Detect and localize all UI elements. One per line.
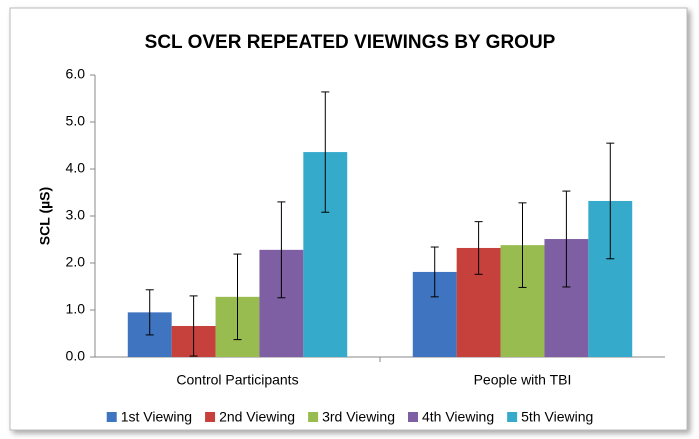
y-tick-label: 0.0 [66, 348, 86, 364]
legend-label: 1st Viewing [121, 409, 192, 425]
y-tick-label: 1.0 [66, 301, 86, 317]
legend-swatch [106, 412, 117, 422]
legend-label: 2nd Viewing [219, 409, 295, 425]
y-axis-label: SCL (µS) [37, 187, 53, 245]
y-tick-label: 3.0 [66, 207, 86, 223]
y-tick-label: 6.0 [66, 66, 86, 82]
chart-title: SCL OVER REPEATED VIEWINGS BY GROUP [145, 32, 556, 53]
y-tick-label: 5.0 [66, 113, 86, 129]
legend-swatch [308, 412, 319, 422]
y-tick-label: 4.0 [66, 160, 86, 176]
legend-label: 3rd Viewing [322, 409, 395, 425]
x-tick-label: Control Participants [176, 372, 298, 388]
legend-label: 4th Viewing [422, 409, 494, 425]
legend-swatch [205, 412, 216, 422]
y-tick-label: 2.0 [66, 254, 86, 270]
chart-frame [9, 7, 688, 431]
legend-swatch [408, 412, 418, 422]
legend-swatch [507, 412, 518, 422]
legend-label: 5th Viewing [521, 409, 593, 425]
x-tick-label: People with TBI [474, 372, 572, 388]
